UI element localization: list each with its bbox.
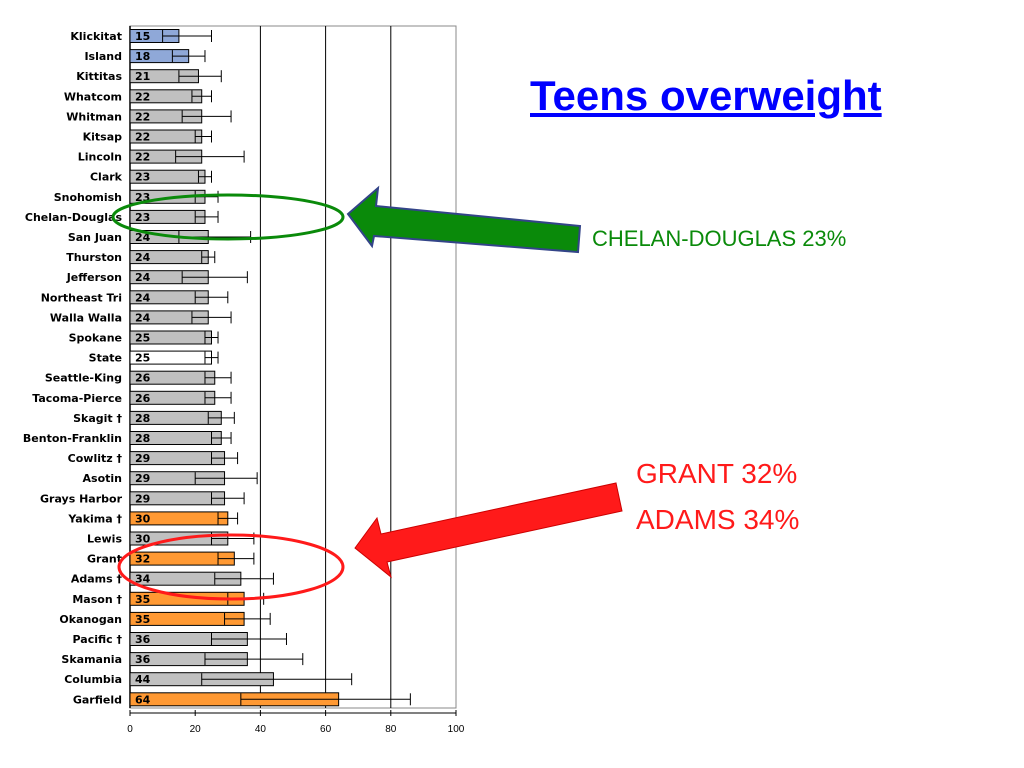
- value-label-garfield: 64: [135, 693, 151, 706]
- category-label-cowlitz: Cowlitz †: [68, 452, 123, 465]
- value-label-northeast-tri: 24: [135, 291, 151, 304]
- category-label-asotin: Asotin: [83, 472, 122, 485]
- grant-callout: GRANT 32%: [636, 458, 798, 489]
- value-label-adams: 34: [135, 573, 151, 586]
- value-label-chelan-douglas: 23: [135, 211, 150, 224]
- value-label-state: 25: [135, 352, 150, 365]
- category-label-jefferson: Jefferson: [66, 271, 122, 284]
- category-label-chelan-douglas: Chelan-Douglas: [25, 211, 123, 224]
- value-label-grant: 32: [135, 553, 150, 566]
- category-label-skagit: Skagit †: [73, 412, 122, 425]
- category-label-benton-franklin: Benton-Franklin: [23, 432, 122, 445]
- value-label-lewis: 30: [135, 533, 151, 546]
- value-label-spokane: 25: [135, 332, 150, 345]
- value-label-walla-walla: 24: [135, 311, 151, 324]
- slide-title: Teens overweight: [530, 72, 882, 119]
- category-label-island: Island: [84, 50, 122, 63]
- category-label-yakima: Yakima †: [67, 512, 122, 525]
- value-label-island: 18: [135, 50, 150, 63]
- value-label-clark: 23: [135, 171, 150, 184]
- category-label-okanogan: Okanogan: [59, 613, 122, 626]
- category-label-walla-walla: Walla Walla: [50, 311, 122, 324]
- category-label-kittitas: Kittitas: [76, 70, 122, 83]
- category-label-whatcom: Whatcom: [64, 90, 122, 103]
- x-tick-label-60: 60: [320, 724, 332, 735]
- category-label-grays-harbor: Grays Harbor: [40, 492, 123, 505]
- value-label-okanogan: 35: [135, 613, 150, 626]
- value-label-thurston: 24: [135, 251, 151, 264]
- chelan-highlight-ellipse: [111, 193, 345, 241]
- category-label-adams: Adams †: [71, 573, 123, 586]
- chelan-douglas-callout: CHELAN-DOUGLAS 23%: [592, 226, 847, 251]
- category-label-whitman: Whitman: [66, 110, 122, 123]
- category-label-clark: Clark: [90, 171, 123, 184]
- value-label-columbia: 44: [135, 673, 151, 686]
- value-label-mason: 35: [135, 593, 150, 606]
- category-label-tacoma-pierce: Tacoma-Pierce: [32, 392, 122, 405]
- category-label-lincoln: Lincoln: [78, 151, 122, 164]
- value-label-whatcom: 22: [135, 90, 150, 103]
- value-label-grays-harbor: 29: [135, 492, 150, 505]
- category-label-state: State: [89, 352, 122, 365]
- red-arrow: [354, 482, 623, 579]
- category-label-mason: Mason †: [72, 593, 122, 606]
- value-label-skamania: 36: [135, 653, 151, 666]
- value-label-seattle-king: 26: [135, 372, 151, 385]
- category-label-garfield: Garfield: [73, 693, 122, 706]
- category-label-san-juan: San Juan: [68, 231, 122, 244]
- category-label-skamania: Skamania: [61, 653, 122, 666]
- value-label-jefferson: 24: [135, 271, 151, 284]
- category-label-lewis: Lewis: [87, 533, 122, 546]
- value-label-cowlitz: 29: [135, 452, 150, 465]
- category-label-klickitat: Klickitat: [70, 30, 122, 43]
- value-label-kitsap: 22: [135, 131, 150, 144]
- category-label-pacific: Pacific †: [73, 633, 123, 646]
- x-tick-label-80: 80: [385, 724, 397, 735]
- category-label-grant: Grant: [87, 553, 122, 566]
- value-label-yakima: 30: [135, 512, 151, 525]
- x-tick-label-100: 100: [448, 724, 465, 735]
- value-label-tacoma-pierce: 26: [135, 392, 151, 405]
- category-label-snohomish: Snohomish: [54, 191, 122, 204]
- value-label-whitman: 22: [135, 110, 150, 123]
- category-label-thurston: Thurston: [66, 251, 122, 264]
- category-label-spokane: Spokane: [69, 332, 122, 345]
- value-label-benton-franklin: 28: [135, 432, 150, 445]
- value-label-pacific: 36: [135, 633, 151, 646]
- category-label-columbia: Columbia: [64, 673, 122, 686]
- value-label-lincoln: 22: [135, 151, 150, 164]
- value-label-san-juan: 24: [135, 231, 151, 244]
- x-tick-label-40: 40: [255, 724, 267, 735]
- value-label-kittitas: 21: [135, 70, 150, 83]
- category-label-northeast-tri: Northeast Tri: [41, 291, 122, 304]
- value-label-asotin: 29: [135, 472, 150, 485]
- category-label-seattle-king: Seattle-King: [45, 372, 122, 385]
- value-label-skagit: 28: [135, 412, 150, 425]
- x-tick-label-0: 0: [127, 724, 133, 735]
- green-arrow: [346, 185, 582, 254]
- x-tick-label-20: 20: [190, 724, 202, 735]
- adams-callout: ADAMS 34%: [636, 504, 800, 535]
- value-label-klickitat: 15: [135, 30, 150, 43]
- category-label-kitsap: Kitsap: [83, 131, 123, 144]
- grant-adams-highlight-ellipse: [117, 533, 345, 601]
